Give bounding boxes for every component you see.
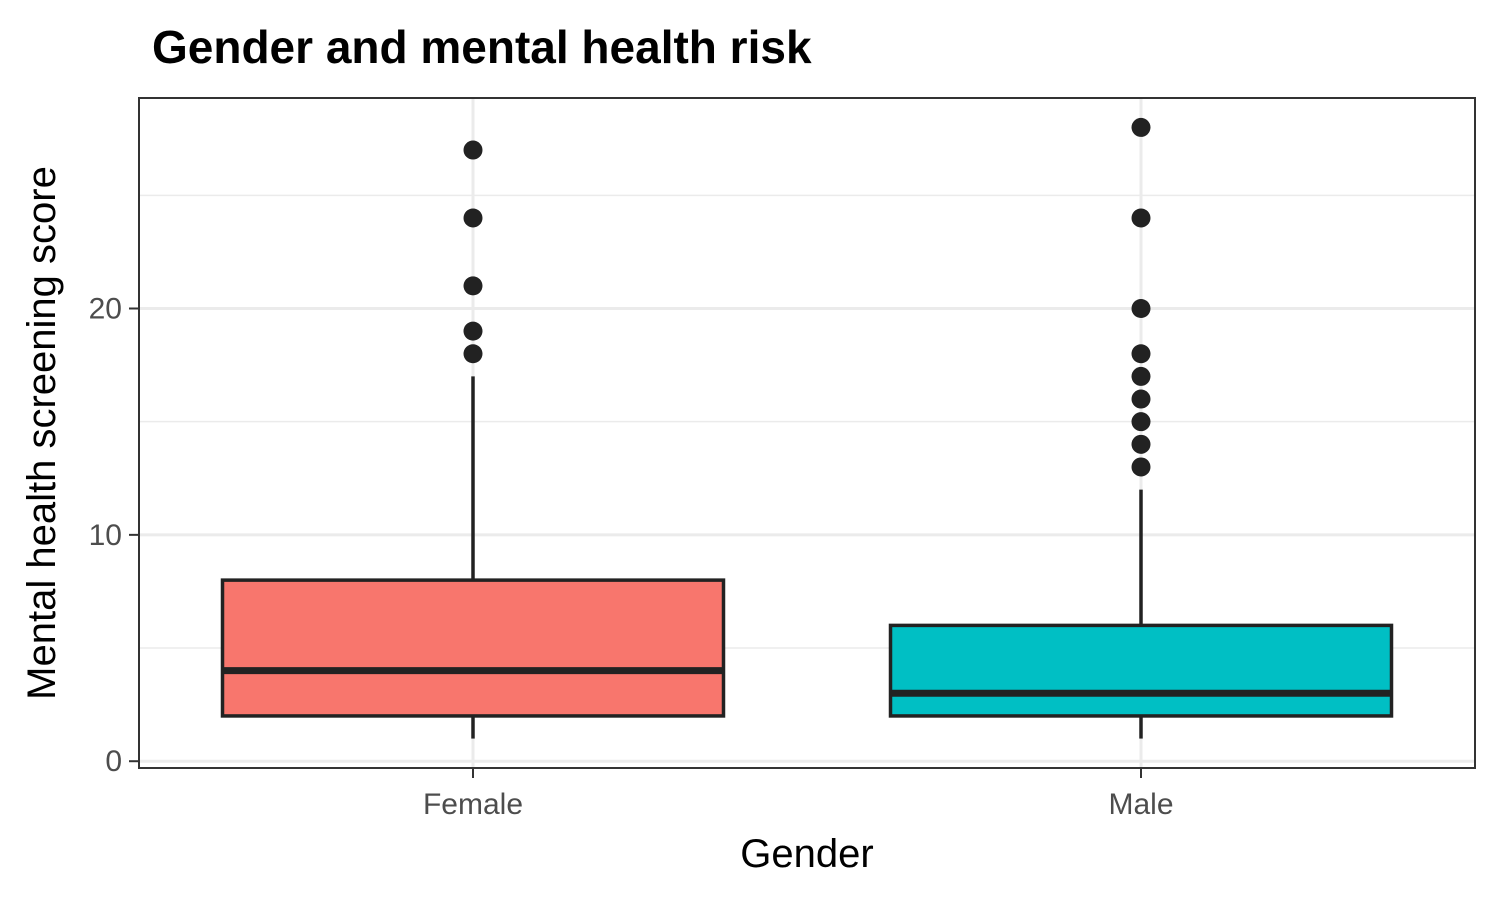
y-tick-label: 10 xyxy=(89,519,122,552)
axes: 0 10 20 Female Male xyxy=(89,293,1174,821)
outlier-point xyxy=(1131,434,1151,454)
y-tick-label: 0 xyxy=(105,745,122,778)
outlier-point xyxy=(1131,412,1151,432)
outlier-point xyxy=(1131,299,1151,319)
box-group-male xyxy=(888,117,1394,739)
outlier-point xyxy=(1131,389,1151,409)
box-iqr xyxy=(888,623,1394,718)
box-iqr xyxy=(220,578,726,718)
chart-title: Gender and mental health risk xyxy=(152,21,812,73)
y-tick-label: 20 xyxy=(89,293,122,326)
x-axis-title: Gender xyxy=(740,832,873,876)
outlier-point xyxy=(1131,366,1151,386)
y-axis-title: Mental health screening score xyxy=(20,166,64,700)
outlier-point xyxy=(463,140,483,160)
box-group-female xyxy=(220,140,726,739)
box-plots xyxy=(220,117,1394,739)
outlier-point xyxy=(463,321,483,341)
x-tick-label: Male xyxy=(1108,788,1173,821)
outlier-point xyxy=(1131,457,1151,477)
outlier-point xyxy=(1131,117,1151,137)
outlier-point xyxy=(1131,344,1151,364)
outlier-point xyxy=(1131,208,1151,228)
outlier-point xyxy=(463,276,483,296)
outlier-point xyxy=(463,344,483,364)
outlier-point xyxy=(463,208,483,228)
x-tick-label: Female xyxy=(423,788,523,821)
panel-border xyxy=(138,97,1476,769)
